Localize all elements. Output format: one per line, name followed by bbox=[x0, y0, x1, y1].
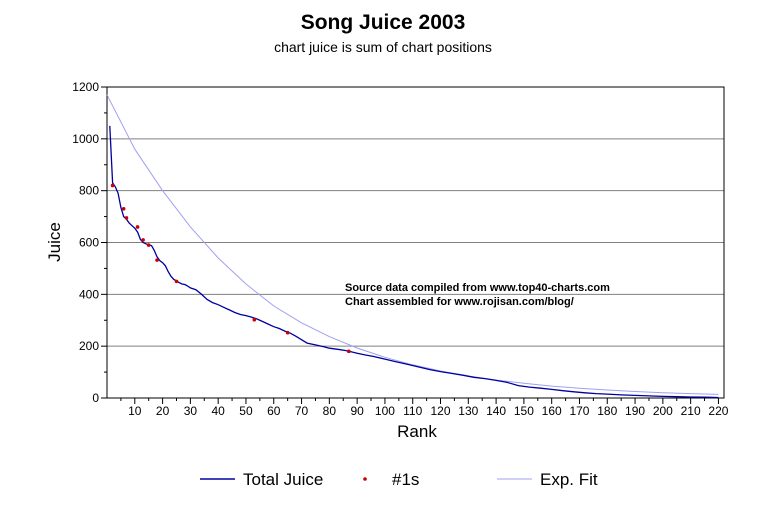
x-tick-label: 80 bbox=[323, 404, 337, 418]
y-tick-label: 200 bbox=[79, 339, 99, 353]
number-one-point bbox=[252, 317, 257, 322]
x-tick-label: 60 bbox=[267, 404, 281, 418]
number-one-point bbox=[155, 258, 159, 262]
gridlines bbox=[107, 138, 724, 347]
x-tick-label: 100 bbox=[375, 404, 395, 418]
series-layer bbox=[106, 94, 719, 399]
y-axis-label: Juice bbox=[45, 222, 64, 262]
x-tick-label: 200 bbox=[653, 404, 673, 418]
y-tick-label: 1000 bbox=[72, 132, 99, 146]
x-tick-label: 90 bbox=[350, 404, 364, 418]
x-tick-label: 70 bbox=[295, 404, 309, 418]
y-tick-label: 0 bbox=[92, 391, 99, 405]
chart-subtitle: chart juice is sum of chart positions bbox=[274, 39, 492, 55]
x-tick-label: 170 bbox=[569, 404, 589, 418]
legend-number-ones-label: #1s bbox=[392, 470, 419, 489]
x-tick-label: 50 bbox=[239, 404, 253, 418]
number-one-point bbox=[121, 207, 126, 211]
number-one-point bbox=[110, 183, 115, 188]
number-one-point bbox=[174, 279, 179, 284]
legend-exp-fit-label: Exp. Fit bbox=[540, 470, 598, 489]
x-tick-label: 30 bbox=[184, 404, 198, 418]
legend-number-ones-swatch bbox=[363, 477, 367, 481]
x-tick-label: 20 bbox=[156, 404, 170, 418]
legend-total-juice-label: Total Juice bbox=[243, 470, 323, 489]
series-total-juice-line bbox=[109, 125, 719, 399]
y-axis: 0 200 400 600 800 1000 1200 bbox=[72, 80, 107, 405]
assembled-note: Chart assembled for www.rojisan.com/blog… bbox=[345, 296, 574, 308]
x-tick-label: 210 bbox=[681, 404, 701, 418]
x-tick-label: 180 bbox=[597, 404, 617, 418]
x-tick-label: 140 bbox=[486, 404, 506, 418]
x-tick-label: 110 bbox=[403, 404, 422, 418]
x-tick-label: 160 bbox=[542, 404, 562, 418]
x-tick-label: 220 bbox=[708, 404, 728, 418]
number-one-point bbox=[346, 349, 351, 354]
x-tick-label: 40 bbox=[211, 404, 225, 418]
y-tick-label: 400 bbox=[79, 287, 99, 301]
y-tick-label: 1200 bbox=[72, 80, 99, 94]
number-one-point bbox=[124, 216, 129, 220]
x-tick-label: 130 bbox=[458, 404, 478, 418]
x-tick-label: 150 bbox=[514, 404, 534, 418]
number-one-point bbox=[146, 243, 151, 247]
x-tick-label: 10 bbox=[128, 404, 142, 418]
x-tick-label: 120 bbox=[430, 404, 450, 418]
y-tick-label: 800 bbox=[79, 184, 99, 198]
legend: Total Juice #1s Exp. Fit bbox=[200, 470, 598, 489]
chart-title: Song Juice 2003 bbox=[301, 11, 466, 34]
source-note: Source data compiled from www.top40-char… bbox=[345, 282, 610, 294]
y-tick-label: 600 bbox=[79, 236, 99, 250]
series-exp-fit-line bbox=[106, 94, 719, 395]
x-axis: 10 20 30 40 50 60 70 80 90 100 110 120 130 140 150 160 1… bbox=[120, 398, 729, 418]
number-one-point bbox=[135, 225, 140, 229]
x-axis-label: Rank bbox=[397, 422, 437, 441]
x-tick-label: 190 bbox=[625, 404, 645, 418]
number-one-point bbox=[285, 330, 290, 335]
number-one-point bbox=[141, 238, 145, 242]
